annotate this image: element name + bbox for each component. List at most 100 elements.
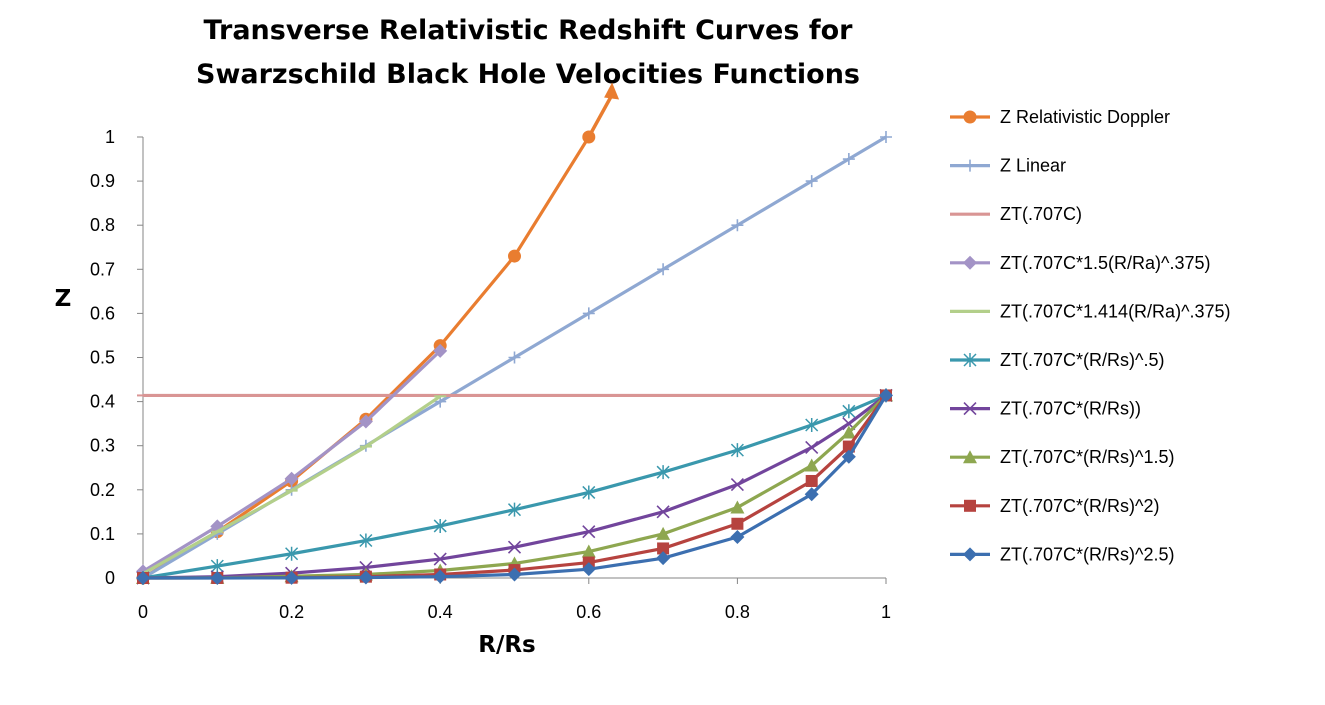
chart-title-line-2: Swarzschild Black Hole Velocities Functi… — [196, 59, 860, 90]
data-point — [285, 546, 299, 561]
series-line — [142, 349, 442, 573]
x-tick-label: 0.2 — [279, 602, 304, 622]
legend-item-1: Z Relativistic Doppler — [950, 107, 1170, 127]
y-tick-label: 0 — [105, 568, 115, 588]
x-axis-label: R/Rs — [478, 632, 536, 658]
data-point — [507, 567, 522, 582]
data-point — [433, 518, 447, 533]
series-8 — [136, 388, 893, 584]
data-point — [879, 388, 893, 403]
series-line — [142, 394, 888, 580]
data-point — [656, 526, 671, 540]
legend-label: ZT(.707C) — [1000, 204, 1082, 224]
data-point — [842, 153, 855, 166]
legend-marker — [963, 450, 977, 464]
y-axis-label: Z — [55, 286, 72, 312]
x-tick-label: 1 — [881, 602, 891, 622]
data-point — [731, 219, 744, 232]
data-point — [805, 474, 818, 487]
legend-marker — [964, 159, 976, 172]
y-tick-label: 0.5 — [90, 348, 115, 368]
legend-item-10: ZT(.707C*(R/Rs)^2.5) — [950, 544, 1174, 564]
data-point — [730, 477, 744, 492]
legend-item-4: ZT(.707C*1.5(R/Ra)^.375) — [950, 253, 1211, 273]
chart-title-line-1: Transverse Relativistic Redshift Curves … — [204, 15, 854, 46]
data-point — [507, 540, 522, 554]
legend-item-7: ZT(.707C*(R/Rs)) — [950, 399, 1141, 419]
data-point — [433, 343, 448, 358]
legend-marker — [963, 547, 977, 562]
legend-item-3: ZT(.707C) — [950, 204, 1082, 224]
legend-label: ZT(.707C*(R/Rs)^1.5) — [1000, 447, 1174, 467]
data-point — [656, 465, 670, 480]
x-tick-label: 0.4 — [428, 602, 453, 622]
legend-label: ZT(.707C*(R/Rs)^.5) — [1000, 350, 1164, 370]
data-point — [508, 351, 521, 364]
plot-area: 0 0.1 0.2 0.3 0.4 0.5 0.6 0.7 0.8 0.9 1 0 0.2 0.4 0.6 0… — [90, 82, 893, 622]
data-point — [804, 487, 819, 502]
series-9 — [137, 389, 892, 584]
y-tick-label: 0.1 — [90, 524, 115, 544]
legend-label: ZT(.707C*(R/Rs)^2.5) — [1000, 544, 1174, 564]
data-point — [731, 517, 744, 530]
legend-item-6: ZT(.707C*(R/Rs)^.5) — [950, 350, 1164, 370]
y-tick-label: 0.9 — [90, 171, 115, 191]
legend-marker — [963, 255, 977, 270]
series-7 — [136, 388, 893, 585]
x-tick-label: 0.8 — [725, 602, 750, 622]
data-point — [582, 485, 596, 500]
series-line — [143, 394, 888, 580]
data-point — [136, 571, 150, 585]
arrow-head — [604, 82, 620, 100]
legend-label: Z Relativistic Doppler — [1000, 107, 1170, 127]
data-point — [433, 552, 447, 566]
data-point — [359, 533, 373, 548]
data-point — [210, 559, 224, 574]
data-point — [508, 249, 521, 263]
data-point — [657, 263, 670, 276]
data-point — [581, 544, 596, 558]
legend-label: Z Linear — [1000, 156, 1066, 176]
legend-label: ZT(.707C*(R/Rs)) — [1000, 399, 1141, 419]
data-point — [433, 569, 448, 584]
y-tick-label: 0.7 — [90, 259, 115, 279]
series-1 — [136, 130, 596, 585]
x-tick-label: 0 — [138, 602, 148, 622]
data-point — [582, 307, 595, 320]
legend: Z Relativistic Doppler Z Linear ZT(.707C) Z… — [950, 107, 1231, 564]
arrow-shaft — [587, 95, 613, 138]
data-point — [805, 175, 818, 188]
data-point — [284, 570, 299, 585]
series-line — [142, 136, 591, 580]
data-point — [841, 449, 856, 464]
data-point — [805, 417, 819, 432]
y-tick-label: 0.4 — [90, 392, 115, 412]
legend-item-9: ZT(.707C*(R/Rs)^2) — [950, 496, 1159, 516]
legend-label: ZT(.707C*(R/Rs)^2) — [1000, 496, 1159, 516]
y-tick-label: 1 — [105, 127, 115, 147]
data-point — [804, 458, 819, 472]
legend-marker — [964, 499, 976, 512]
data-point — [656, 551, 671, 566]
data-point — [582, 525, 596, 539]
data-point — [358, 570, 373, 585]
data-point — [805, 440, 819, 455]
legend-label: ZT(.707C*1.5(R/Ra)^.375) — [1000, 253, 1211, 273]
legend-item-8: ZT(.707C*(R/Rs)^1.5) — [950, 447, 1174, 467]
legend-marker — [963, 353, 977, 367]
data-point — [507, 502, 522, 517]
legend-marker — [963, 110, 977, 124]
y-tick-label: 0.3 — [90, 436, 115, 456]
data-point — [730, 529, 745, 544]
data-point — [842, 404, 856, 419]
y-tick-label: 0.8 — [90, 215, 115, 235]
series-6 — [136, 388, 893, 585]
data-point — [210, 571, 225, 585]
series-10 — [136, 388, 893, 585]
series-line — [142, 394, 887, 580]
y-tick-label: 0.6 — [90, 303, 115, 323]
data-point — [657, 542, 670, 555]
data-point — [841, 425, 856, 439]
legend-item-2: Z Linear — [950, 156, 1066, 176]
series-4 — [136, 343, 448, 579]
